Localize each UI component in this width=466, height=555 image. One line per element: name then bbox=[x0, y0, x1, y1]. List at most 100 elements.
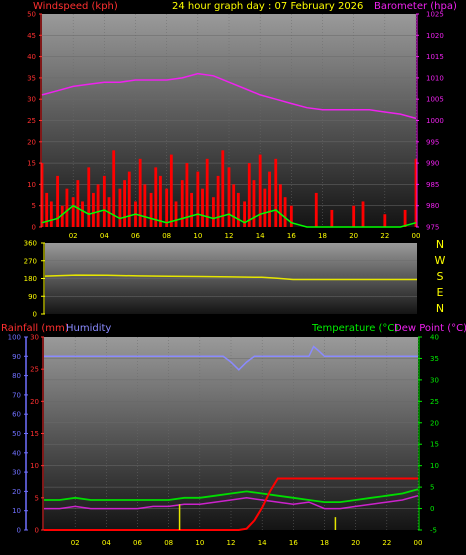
windspeed-bar bbox=[118, 188, 122, 227]
windspeed-bar bbox=[216, 175, 220, 227]
rain-x-tick-label: 10 bbox=[195, 539, 204, 547]
page-title: 24 hour graph day : 07 February 2026 bbox=[172, 1, 363, 12]
windspeed-bar bbox=[190, 192, 194, 227]
rain-x-tick-label: 22 bbox=[382, 539, 391, 547]
windspeed-bar bbox=[274, 158, 278, 227]
humidity-line bbox=[44, 345, 418, 371]
temperature-tick-label: 0 bbox=[430, 505, 434, 513]
windspeed-bar bbox=[123, 180, 127, 227]
temperature-tick-label: 30 bbox=[430, 376, 439, 384]
humidity-tick-label: 70 bbox=[12, 391, 21, 399]
wind-direction-line bbox=[44, 274, 417, 281]
direction-tick-label: 360 bbox=[24, 240, 37, 248]
wind-x-tick-label: 22 bbox=[380, 232, 389, 240]
temperature-tick-label: -5 bbox=[430, 527, 437, 535]
direction-tick-label: 0 bbox=[33, 311, 37, 319]
temperature-tick-label: 40 bbox=[430, 334, 439, 342]
windspeed-bar bbox=[314, 192, 318, 227]
windspeed-bar bbox=[279, 184, 282, 227]
temperature-line bbox=[44, 488, 419, 504]
windspeed-tick-label: 50 bbox=[27, 11, 36, 19]
direction-tick-label: 270 bbox=[24, 257, 37, 265]
windspeed-bar bbox=[96, 184, 100, 227]
windspeed-bar bbox=[330, 209, 334, 227]
humidity-tick-label: 100 bbox=[8, 334, 21, 342]
rainfall-axis-title: Rainfall (mm) bbox=[1, 323, 69, 334]
windspeed-bar bbox=[221, 150, 225, 227]
windspeed-bar bbox=[127, 171, 131, 227]
rainfall-tick-label: 30 bbox=[30, 334, 39, 342]
windspeed-bar bbox=[169, 154, 173, 227]
windspeed-tick-label: 40 bbox=[27, 53, 36, 61]
humidity-tick-label: 10 bbox=[12, 507, 21, 515]
direction-tick-label: 90 bbox=[28, 293, 37, 301]
windspeed-bar bbox=[352, 205, 356, 227]
rainfall-line bbox=[44, 477, 418, 531]
humidity-tick-label: 0 bbox=[17, 527, 21, 535]
rain-x-tick-label: 00 bbox=[414, 539, 423, 547]
wind-x-tick-label: 04 bbox=[100, 232, 109, 240]
windspeed-bar bbox=[236, 192, 240, 227]
temperature-tick-label: 20 bbox=[430, 419, 439, 427]
windspeed-bar bbox=[185, 163, 189, 227]
windspeed-bar bbox=[87, 167, 91, 227]
windspeed-bar bbox=[258, 154, 262, 227]
barometer-tick-label: 1010 bbox=[426, 74, 444, 82]
windspeed-bar bbox=[49, 201, 53, 227]
temperature-tick-label: 10 bbox=[430, 462, 439, 470]
rainfall-tick-label: 20 bbox=[30, 398, 39, 406]
dewpoint-axis-title: Dew Point (°C) bbox=[394, 323, 466, 334]
windspeed-bar bbox=[180, 180, 184, 227]
wind-x-tick-label: 16 bbox=[287, 232, 296, 240]
direction-letter: N bbox=[436, 238, 444, 251]
windspeed-bar bbox=[263, 188, 267, 227]
barometer-tick-label: 1020 bbox=[426, 32, 444, 40]
temperature-tick-label: 15 bbox=[430, 441, 439, 449]
humidity-tick-label: 50 bbox=[12, 430, 21, 438]
windspeed-tick-label: 25 bbox=[27, 117, 36, 125]
windspeed-bar bbox=[60, 205, 64, 227]
rain-x-tick-label: 06 bbox=[133, 539, 142, 547]
windspeed-tick-label: 0 bbox=[32, 224, 36, 232]
windspeed-bar bbox=[212, 197, 215, 227]
barometer-tick-label: 1015 bbox=[426, 53, 444, 61]
temperature-tick-label: 35 bbox=[430, 355, 439, 363]
windspeed-bar bbox=[81, 201, 84, 227]
barometer-axis-title: Barometer (hpa) bbox=[374, 1, 457, 12]
windspeed-bar bbox=[289, 205, 293, 227]
barometer-tick-label: 990 bbox=[426, 160, 439, 168]
rainfall-tick-label: 0 bbox=[35, 527, 39, 535]
rainfall-tick-label: 15 bbox=[30, 430, 39, 438]
windspeed-bar bbox=[71, 197, 75, 227]
windspeed-bar bbox=[174, 201, 178, 227]
barometer-tick-label: 985 bbox=[426, 181, 439, 189]
windspeed-bar bbox=[247, 163, 251, 227]
windspeed-tick-label: 15 bbox=[27, 160, 36, 168]
windspeed-bar bbox=[159, 175, 162, 227]
humidity-axis-title: Humidity bbox=[66, 323, 111, 334]
windspeed-tick-label: 10 bbox=[27, 181, 36, 189]
barometer-tick-label: 1025 bbox=[426, 11, 444, 19]
rain-x-tick-label: 08 bbox=[164, 539, 173, 547]
barometer-tick-label: 1000 bbox=[426, 117, 444, 125]
barometer-tick-label: 995 bbox=[426, 138, 439, 146]
windspeed-bar bbox=[112, 150, 116, 227]
temperature-tick-label: 25 bbox=[430, 398, 439, 406]
average-wind-line bbox=[41, 204, 417, 228]
rain-x-tick-label: 12 bbox=[227, 539, 236, 547]
windspeed-tick-label: 35 bbox=[27, 74, 36, 82]
windspeed-bar bbox=[414, 158, 418, 227]
windspeed-bar bbox=[102, 175, 106, 227]
dewpoint-line bbox=[44, 494, 419, 510]
humidity-tick-label: 90 bbox=[12, 353, 21, 361]
wind-x-tick-label: 06 bbox=[131, 232, 140, 240]
windspeed-bar bbox=[227, 167, 231, 227]
windspeed-bar bbox=[165, 188, 169, 227]
wind-x-tick-label: 20 bbox=[349, 232, 358, 240]
barometer-tick-label: 1005 bbox=[426, 96, 444, 104]
windspeed-bar bbox=[252, 180, 256, 227]
humidity-tick-label: 60 bbox=[12, 411, 21, 419]
windspeed-bar bbox=[268, 171, 271, 227]
windspeed-bar bbox=[383, 214, 387, 227]
